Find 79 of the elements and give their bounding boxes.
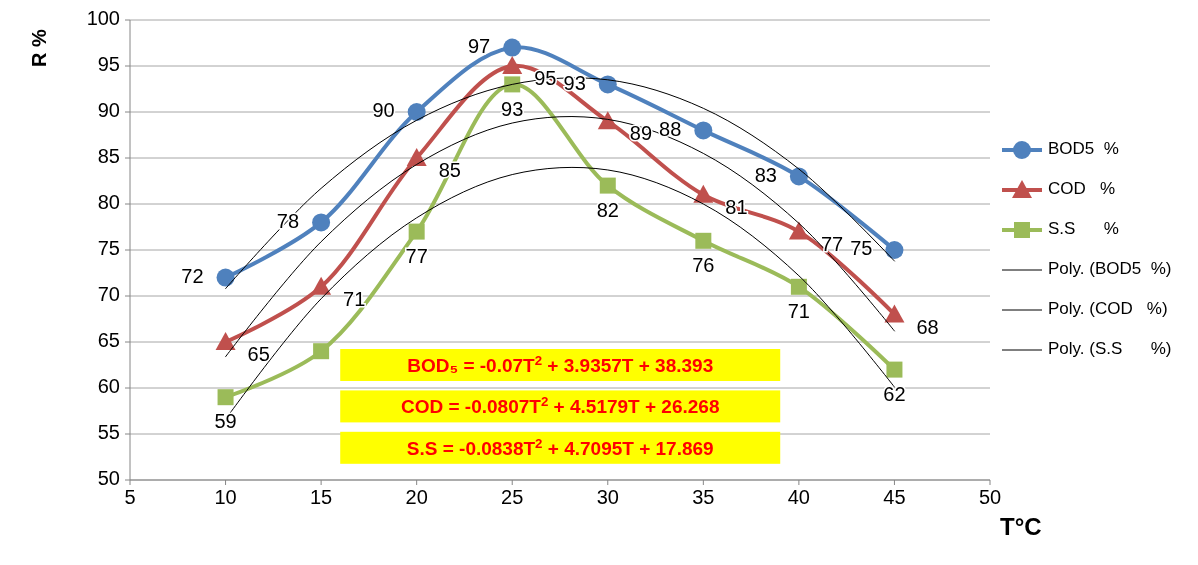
legend-label: Poly. (COD %) xyxy=(1048,299,1168,319)
point xyxy=(311,276,332,295)
x-tick-label: 20 xyxy=(405,486,428,508)
point xyxy=(504,76,521,93)
legend-label: COD % xyxy=(1048,179,1116,199)
y-tick-label: 90 xyxy=(97,99,120,122)
data-label: 75 xyxy=(850,237,873,260)
legend-label: S.S % xyxy=(1048,219,1119,239)
point xyxy=(215,332,236,350)
point xyxy=(406,148,427,166)
point xyxy=(884,304,905,323)
x-tick-label: 40 xyxy=(787,486,811,508)
y-tick-label: 95 xyxy=(97,53,120,76)
x-tick-label: 15 xyxy=(309,486,333,508)
equation-box: COD = -0.0807T$^{2}$ + 4.5179T + 26.268 xyxy=(340,390,781,423)
point xyxy=(503,38,522,57)
data-label: 77 xyxy=(405,244,428,267)
data-label: 77 xyxy=(820,232,844,255)
point xyxy=(885,241,904,259)
y-tick-label: 50 xyxy=(97,467,120,490)
point xyxy=(313,343,330,360)
point xyxy=(407,103,426,121)
x-tick-label: 10 xyxy=(214,486,237,508)
legend-label: Poly. (S.S %) xyxy=(1048,339,1172,359)
x-tick-label: 5 xyxy=(124,486,136,508)
x-tick-label: 30 xyxy=(596,486,619,508)
point xyxy=(216,268,235,287)
data-label: 78 xyxy=(276,209,300,232)
y-tick-label: 75 xyxy=(97,237,120,260)
point xyxy=(694,121,713,140)
data-label: 93 xyxy=(501,97,524,120)
x-tick-label: 35 xyxy=(692,486,715,508)
point xyxy=(790,278,807,295)
y-tick-label: 80 xyxy=(97,191,120,214)
point xyxy=(788,221,809,240)
data-label: 72 xyxy=(181,264,204,287)
point xyxy=(217,389,234,406)
x-tick-label: 45 xyxy=(883,486,906,508)
data-label: 88 xyxy=(659,117,682,140)
y-tick-label: 60 xyxy=(97,375,120,398)
x-tick-label: 25 xyxy=(501,486,524,508)
data-label: 90 xyxy=(372,99,395,122)
legend-label: Poly. (BOD5 %) xyxy=(1048,259,1172,279)
y-tick-label: 70 xyxy=(97,283,120,306)
point xyxy=(502,56,523,74)
y-tick-label: 65 xyxy=(97,329,120,352)
point xyxy=(886,361,903,378)
x-axis-title: T°C xyxy=(1000,513,1042,540)
y-tick-label: 55 xyxy=(97,421,120,444)
equation-box: BOD₅ = -0.07T$^{2}$ + 3.9357T + 38.393 xyxy=(340,349,781,381)
data-label: 62 xyxy=(883,382,906,405)
data-label: 65 xyxy=(247,343,270,366)
annotation: COD = -0.0807T$^{2}$ + 4.5179T + 26.268 xyxy=(400,393,720,418)
data-label: 71 xyxy=(343,288,366,311)
annotation: BOD₅ = -0.07T$^{2}$ + 3.9357T + 38.393 xyxy=(407,352,714,376)
legend-label: BOD5 % xyxy=(1048,139,1119,159)
data-label: 89 xyxy=(629,122,653,145)
point xyxy=(693,184,714,203)
y-axis-title: R % xyxy=(28,28,50,67)
data-label: 97 xyxy=(467,34,491,57)
data-label: 82 xyxy=(596,198,619,221)
data-label: 68 xyxy=(916,315,939,338)
point xyxy=(695,232,712,249)
equation-box: S.S = -0.0838T$^{2}$ + 4.7095T + 17.869 xyxy=(340,431,781,464)
point xyxy=(597,111,618,130)
point xyxy=(408,223,425,240)
point xyxy=(312,213,331,232)
data-label: 71 xyxy=(787,300,811,323)
point xyxy=(598,75,617,94)
annotation: S.S = -0.0838T$^{2}$ + 4.7095T + 17.869 xyxy=(406,435,714,459)
point xyxy=(789,167,808,186)
x-tick-label: 50 xyxy=(978,486,1002,508)
data-label: 93 xyxy=(563,71,586,94)
point xyxy=(599,177,616,194)
y-tick-label: 85 xyxy=(97,145,120,168)
data-label: 59 xyxy=(214,410,237,433)
data-label: 76 xyxy=(692,254,715,277)
data-label: 83 xyxy=(754,163,777,186)
y-tick-label: 100 xyxy=(86,7,120,30)
